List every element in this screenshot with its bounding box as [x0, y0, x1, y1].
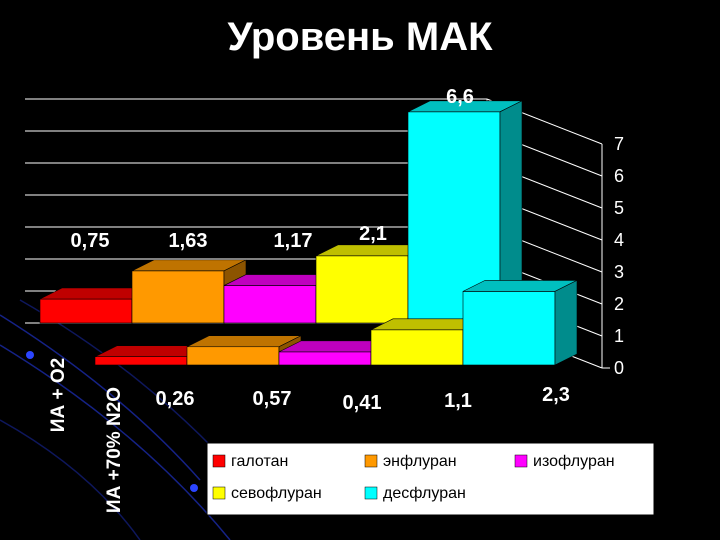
- data-label: 1,63: [169, 230, 208, 252]
- data-label: 0,41: [343, 392, 382, 414]
- decorative-dot: [26, 351, 34, 359]
- data-label: 0,26: [156, 388, 195, 410]
- y-tick-label: 7: [614, 134, 624, 154]
- bar-0-0: [39, 298, 133, 324]
- chart-legend: галотан энфлуран изофлуран севофлуран десфлу…: [206, 442, 655, 516]
- data-label: 6,6: [446, 86, 474, 108]
- bar-1-2: [278, 351, 372, 366]
- bar-0-3: [315, 255, 409, 324]
- legend-swatch: [364, 486, 378, 500]
- legend-label: изофлуран: [533, 453, 615, 470]
- y-tick-label: 6: [614, 166, 624, 186]
- category-label: ИА +70% N2O: [104, 387, 125, 513]
- y-tick-label: 1: [614, 326, 624, 346]
- legend-label: десфлуран: [383, 485, 466, 502]
- bar-1-4: [462, 291, 556, 366]
- bar-1-1: [186, 346, 280, 366]
- legend-swatch: [514, 454, 528, 468]
- y-tick-label: 5: [614, 198, 624, 218]
- legend-swatch: [212, 454, 226, 468]
- data-label: 2,3: [542, 384, 570, 406]
- y-tick-label: 3: [614, 262, 624, 282]
- data-label: 2,1: [359, 223, 387, 245]
- legend-swatch: [364, 454, 378, 468]
- data-label: 1,1: [444, 390, 472, 412]
- decorative-dot: [190, 484, 198, 492]
- bar-1-0: [94, 356, 188, 366]
- mac-chart: 0 1 2 3 4 5 6 7 0,75 1,63 1,17 2,1 6,6 0,26 0,57 0,41 1,…: [25, 86, 624, 513]
- bar-1-3: [370, 329, 464, 366]
- category-label: ИА + O2: [48, 358, 69, 432]
- data-label: 0,75: [71, 230, 110, 252]
- legend-box: [206, 442, 655, 516]
- legend-swatch: [212, 486, 226, 500]
- data-label: 0,57: [253, 388, 292, 410]
- legend-label: севофлуран: [231, 485, 322, 502]
- y-tick-label: 4: [614, 230, 624, 250]
- legend-label: энфлуран: [383, 453, 457, 470]
- bar-0-2: [223, 285, 317, 324]
- y-tick-label: 2: [614, 294, 624, 314]
- y-tick-label: 0: [614, 358, 624, 378]
- legend-label: галотан: [231, 453, 288, 470]
- data-label: 1,17: [274, 230, 313, 252]
- slide-title: Уровень МАК: [227, 15, 493, 59]
- bar-0-1: [131, 270, 225, 324]
- bar-side-1-4: [554, 279, 578, 366]
